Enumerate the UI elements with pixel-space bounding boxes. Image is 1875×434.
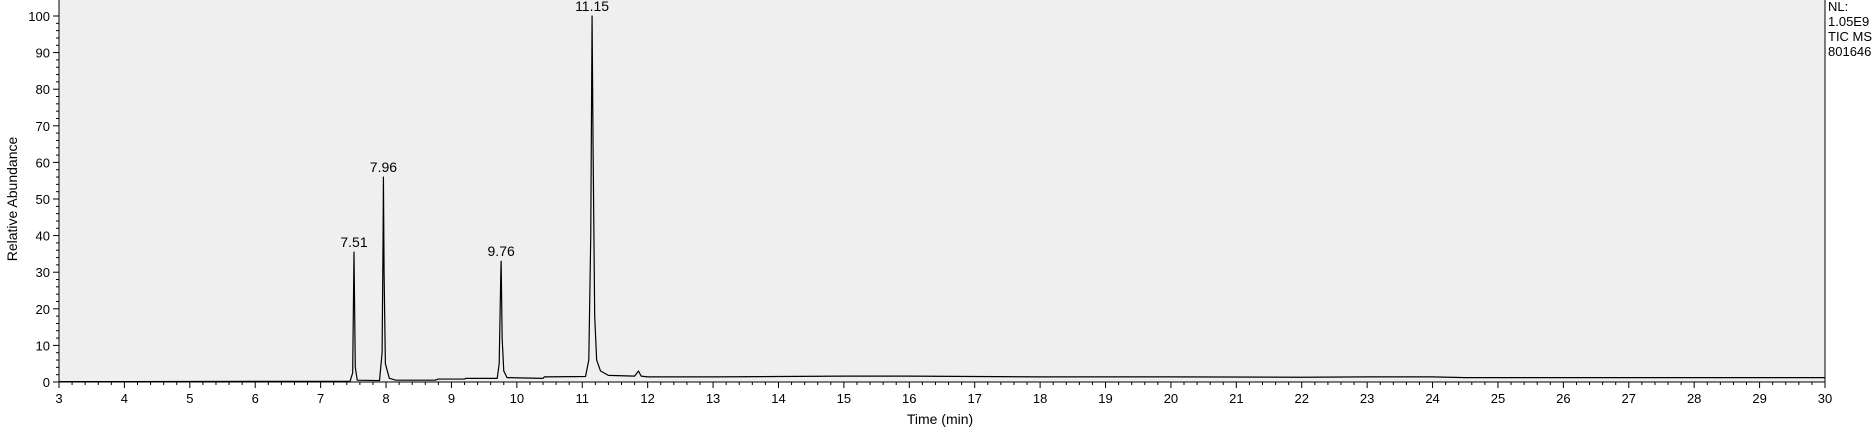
- x-tick-label: 9: [448, 391, 455, 406]
- x-tick-label: 28: [1687, 391, 1701, 406]
- nl-annotation-line: 1.05E9: [1828, 14, 1869, 29]
- x-tick-label: 12: [640, 391, 654, 406]
- x-tick-label: 21: [1229, 391, 1243, 406]
- y-tick-label: 30: [36, 265, 50, 280]
- x-tick-label: 24: [1425, 391, 1439, 406]
- x-tick-label: 13: [706, 391, 720, 406]
- nl-annotation-line: 801646: [1828, 44, 1871, 59]
- y-tick-label: 20: [36, 302, 50, 317]
- x-axis-ticks: 3 4 5 6 7 8 9 10 11 12 13 14 15 16 17 18 19 20 21 22 23 24 25 2…: [55, 382, 1832, 406]
- y-tick-label: 80: [36, 82, 50, 97]
- y-tick-label: 70: [36, 119, 50, 134]
- x-tick-label: 20: [1164, 391, 1178, 406]
- x-tick-label: 11: [576, 391, 590, 406]
- y-tick-label: 50: [36, 192, 50, 207]
- x-tick-label: 15: [837, 391, 851, 406]
- y-axis-title: Relative Abundance: [4, 137, 20, 262]
- x-tick-label: 29: [1752, 391, 1766, 406]
- x-tick-label: 6: [252, 391, 259, 406]
- x-tick-label: 25: [1491, 391, 1505, 406]
- x-tick-label: 4: [121, 391, 128, 406]
- y-tick-label: 40: [36, 229, 50, 244]
- x-tick-label: 7: [317, 391, 324, 406]
- tic-trace-line: [58, 15, 1825, 383]
- x-tick-label: 30: [1818, 391, 1832, 406]
- x-tick-label: 3: [55, 391, 62, 406]
- x-tick-label: 26: [1556, 391, 1570, 406]
- x-tick-label: 23: [1360, 391, 1374, 406]
- y-tick-label: 10: [36, 338, 50, 353]
- nl-annotation-line: NL:: [1828, 0, 1848, 14]
- plot-area-background: [59, 0, 1825, 382]
- y-axis-ticks: 0 10 20 30 40 50 60 70 80 90 100: [28, 9, 59, 390]
- x-axis-title: Time (min): [907, 411, 973, 427]
- x-tick-label: 27: [1622, 391, 1636, 406]
- x-tick-label: 18: [1033, 391, 1047, 406]
- peak-label: 11.15: [575, 0, 609, 14]
- peak-label: 7.96: [370, 159, 397, 175]
- x-tick-label: 17: [967, 391, 981, 406]
- x-tick-label: 5: [186, 391, 193, 406]
- nl-annotation-line: TIC MS: [1828, 29, 1872, 44]
- x-tick-label: 10: [510, 391, 524, 406]
- peak-labels: 7.51 7.96 9.76 11.15: [340, 0, 609, 259]
- x-tick-label: 14: [771, 391, 785, 406]
- y-tick-label: 90: [36, 46, 50, 61]
- peak-label: 9.76: [488, 243, 515, 259]
- x-tick-label: 22: [1295, 391, 1309, 406]
- x-tick-label: 19: [1098, 391, 1112, 406]
- y-tick-label: 0: [43, 375, 50, 390]
- y-tick-label: 100: [28, 9, 50, 24]
- x-tick-label: 8: [382, 391, 389, 406]
- peak-label: 7.51: [340, 234, 367, 250]
- x-tick-label: 16: [902, 391, 916, 406]
- y-tick-label: 60: [36, 155, 50, 170]
